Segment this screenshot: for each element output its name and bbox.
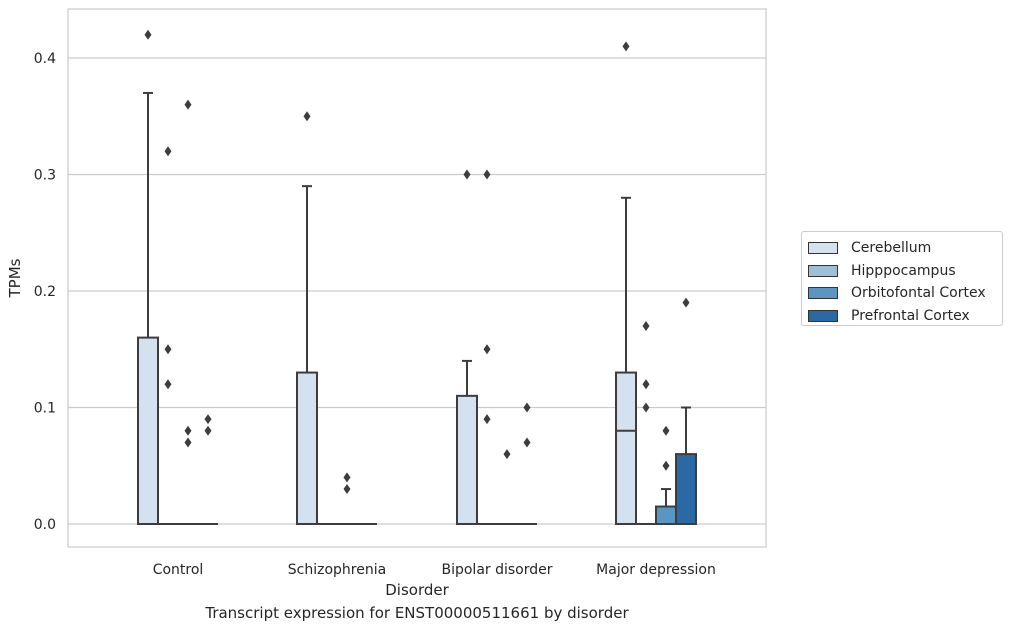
y-tick-label: 0.0 — [34, 517, 56, 533]
outlier-point — [622, 41, 630, 52]
box-3 — [675, 297, 697, 526]
legend-label: Prefrontal Cortex — [851, 307, 970, 324]
y-tick-label: 0.4 — [34, 51, 56, 67]
legend-label: Cerebellum — [851, 240, 932, 257]
legend-label: Hipppocampus — [851, 262, 956, 279]
box-0 — [137, 29, 159, 525]
legend-label: Orbitofontal Cortex — [851, 285, 986, 302]
box-body — [296, 371, 318, 525]
box-1 — [158, 146, 178, 525]
outlier-point — [642, 320, 650, 331]
outlier-point — [642, 379, 650, 390]
outlier-point — [343, 484, 351, 495]
x-tick-label: Bipolar disorder — [441, 562, 552, 578]
legend-swatch — [808, 309, 838, 322]
outlier-point — [483, 414, 491, 425]
legend-item-hippocampus: Hipppocampus — [808, 260, 1002, 283]
outlier-point — [164, 379, 172, 390]
box-body — [655, 505, 677, 525]
chart-caption: Transcript expression for ENST0000051166… — [205, 604, 629, 622]
category-group — [296, 111, 377, 525]
outlier-point — [343, 472, 351, 483]
legend-item-cerebellum: Cerebellum — [808, 237, 1002, 260]
box-3 — [517, 402, 537, 525]
outlier-point — [662, 460, 670, 471]
box-2 — [178, 99, 198, 525]
box-1 — [636, 320, 656, 525]
category-group — [137, 29, 218, 525]
y-tick-label: 0.2 — [34, 284, 56, 300]
box-body — [456, 394, 478, 525]
outlier-point — [662, 425, 670, 436]
x-axis-label: Disorder — [385, 581, 449, 599]
y-axis-label: TPMs — [6, 258, 24, 298]
x-tick-label: Control — [153, 562, 204, 578]
box-3 — [198, 414, 218, 525]
box-body — [615, 371, 637, 525]
legend-item-prefrontal-cortex: Prefrontal Cortex — [808, 305, 1002, 328]
outlier-point — [483, 169, 491, 180]
outlier-point — [682, 297, 690, 308]
outlier-point — [204, 414, 212, 425]
y-axis-ticks: 0.0 0.1 0.2 0.3 0.4 — [34, 51, 56, 533]
chart-legend: Cerebellum Hipppocampus Orbitofontal Cor… — [801, 231, 1003, 326]
box-1 — [477, 169, 497, 525]
outlier-point — [144, 29, 152, 40]
box-body — [675, 453, 697, 526]
box-2 — [337, 472, 357, 525]
outlier-point — [303, 111, 311, 122]
legend-swatch — [808, 264, 838, 277]
box-0 — [296, 111, 318, 525]
outlier-point — [483, 344, 491, 355]
outlier-point — [204, 425, 212, 436]
outlier-point — [463, 169, 471, 180]
x-axis-ticks: Control Schizophrenia Bipolar disorder Majo… — [153, 562, 716, 578]
y-tick-label: 0.1 — [34, 401, 56, 417]
outlier-point — [164, 344, 172, 355]
outlier-point — [523, 437, 531, 448]
box-body — [137, 336, 159, 525]
outlier-point — [184, 99, 192, 110]
box-groups — [137, 29, 697, 526]
legend-item-orbitofrontal-cortex: Orbitofontal Cortex — [808, 282, 1002, 305]
outlier-point — [523, 402, 531, 413]
plot-frame — [67, 8, 767, 548]
y-tick-label: 0.3 — [34, 168, 56, 184]
grid-lines — [68, 57, 766, 525]
outlier-point — [184, 437, 192, 448]
outlier-point — [164, 146, 172, 157]
x-tick-label: Schizophrenia — [288, 562, 386, 578]
outlier-point — [503, 449, 511, 460]
category-group — [615, 41, 697, 526]
outlier-point — [184, 425, 192, 436]
category-group — [456, 169, 537, 525]
box-0 — [456, 169, 478, 525]
legend-swatch — [808, 287, 838, 300]
box-2 — [497, 449, 517, 525]
outlier-point — [642, 402, 650, 413]
x-tick-label: Major depression — [596, 562, 716, 578]
legend-swatch — [808, 242, 838, 255]
box-0 — [615, 41, 637, 525]
box-2 — [655, 425, 677, 525]
